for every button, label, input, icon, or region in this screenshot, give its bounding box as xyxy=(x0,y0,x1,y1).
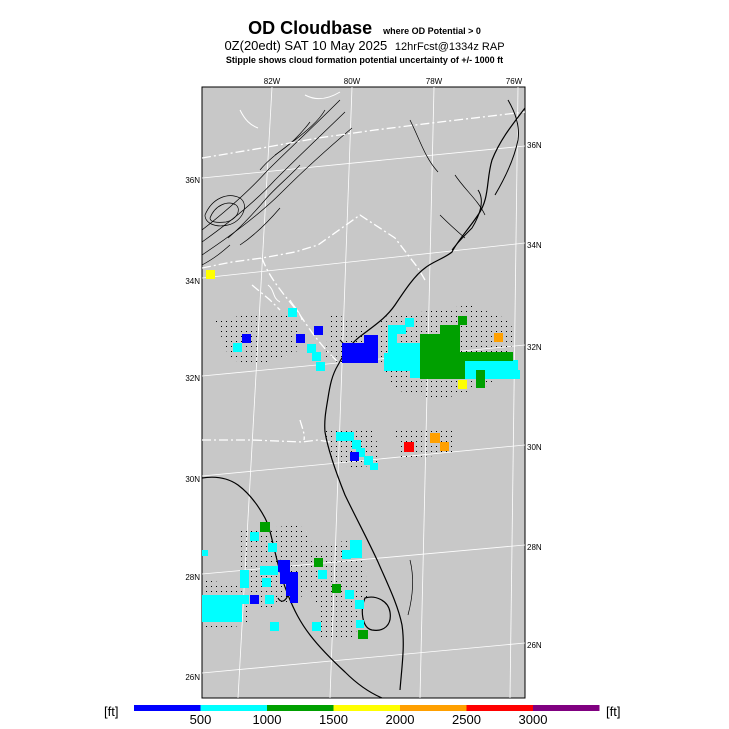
coastline xyxy=(202,99,525,698)
lon-label-80w: 80W xyxy=(344,77,361,86)
rivers xyxy=(239,91,341,321)
title-condition: where OD Potential > 0 xyxy=(383,26,481,36)
colorbar-unit-left: [ft] xyxy=(104,704,119,719)
cloudbase-cells xyxy=(202,270,520,639)
colorbar-swatch-blue xyxy=(134,705,201,711)
lat-left-34n: 34N xyxy=(185,277,200,286)
colorbar-swatch-green xyxy=(267,705,334,711)
terrain-contours xyxy=(202,99,353,266)
title-main: OD Cloudbase xyxy=(248,18,373,38)
stipple-note: Stipple shows cloud formation potential … xyxy=(225,55,504,65)
top-longitude-labels: 82W 80W 78W 76W xyxy=(264,77,523,86)
lon-label-76w: 76W xyxy=(506,77,523,86)
colorbar-tick-1000: 1000 xyxy=(252,712,282,727)
lat-left-32n: 32N xyxy=(185,374,200,383)
lat-left-26n: 26N xyxy=(185,673,200,682)
right-latitude-labels: 36N 34N 32N 30N 28N 26N xyxy=(527,141,542,650)
colorbar-swatch-yellow xyxy=(333,705,400,711)
colorbar-tick-1500: 1500 xyxy=(319,712,348,727)
lat-left-28n: 28N xyxy=(185,573,200,582)
colorbar-tick-2000: 2000 xyxy=(385,712,415,727)
chart-subtitle: 0Z(20edt) SAT 10 May 2025 12hrFcst@1334z… xyxy=(0,38,729,53)
valid-time: 0Z(20edt) SAT 10 May 2025 xyxy=(224,38,388,53)
left-latitude-labels: 36N 34N 32N 30N 28N 26N xyxy=(185,176,200,682)
colorbar-unit-right: [ft] xyxy=(606,704,621,719)
colorbar-tick-3000: 3000 xyxy=(518,712,548,727)
lat-right-34n: 34N xyxy=(527,241,542,250)
lat-left-30n: 30N xyxy=(185,475,200,484)
colorbar-swatch-orange xyxy=(400,705,467,711)
colorbar-swatch-cyan xyxy=(200,705,267,711)
lat-right-32n: 32N xyxy=(527,343,542,352)
map-contents xyxy=(202,87,525,698)
colorbar-swatch-purple xyxy=(533,705,600,711)
colorbar-tick-2500: 2500 xyxy=(452,712,481,727)
lat-right-36n: 36N xyxy=(527,141,542,150)
colorbar xyxy=(134,705,600,711)
lat-right-26n: 26N xyxy=(527,641,542,650)
forecast-info: 12hrFcst@1334z RAP xyxy=(394,41,505,53)
colorbar-swatch-red xyxy=(466,705,533,711)
lat-left-36n: 36N xyxy=(185,176,200,185)
lat-right-30n: 30N xyxy=(527,443,542,452)
lon-label-78w: 78W xyxy=(426,77,443,86)
chart-title: OD Cloudbase where OD Potential > 0 xyxy=(0,18,729,39)
colorbar-tick-500: 500 xyxy=(189,712,212,727)
lon-label-82w: 82W xyxy=(264,77,281,86)
lat-right-28n: 28N xyxy=(527,543,542,552)
